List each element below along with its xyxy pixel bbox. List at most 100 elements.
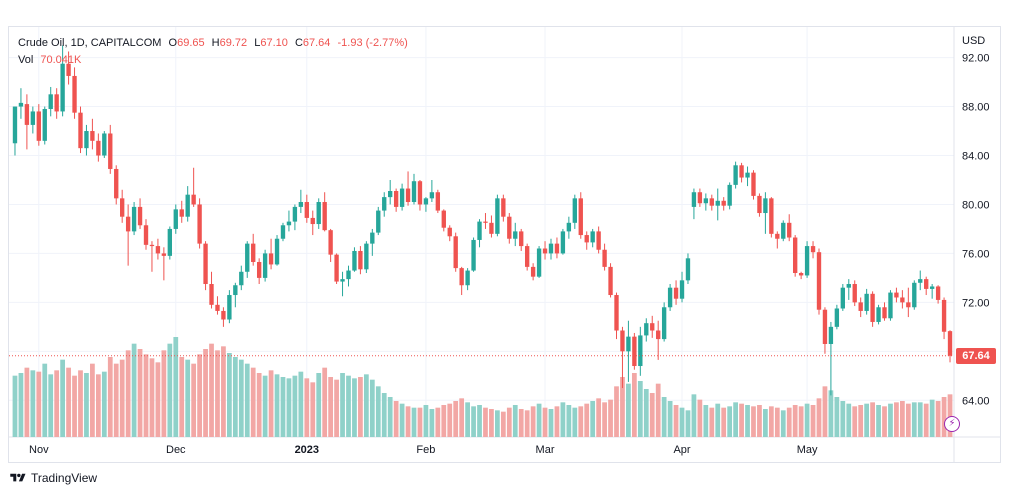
- volume-bar: [935, 401, 941, 437]
- volume-bar: [387, 397, 393, 437]
- candle-body: [858, 302, 863, 311]
- candle-body: [596, 231, 601, 250]
- volume-bar: [626, 383, 631, 437]
- candle-body: [483, 221, 488, 223]
- candle-body: [650, 323, 655, 331]
- volume-bar: [870, 402, 875, 437]
- candle-body: [12, 106, 18, 144]
- candle-body: [137, 206, 143, 226]
- candle-body: [209, 284, 214, 305]
- volume-bar: [292, 375, 298, 437]
- candle-body: [548, 243, 554, 254]
- volume-bar: [691, 394, 697, 437]
- candle-body: [310, 217, 315, 225]
- volume-bar: [888, 403, 893, 437]
- volume-bar: [780, 410, 786, 437]
- volume-bar: [244, 363, 250, 437]
- volume-bar: [453, 401, 459, 437]
- candle-body: [268, 253, 274, 265]
- tradingview-brand[interactable]: TradingView: [10, 471, 97, 485]
- volume-bar: [179, 357, 185, 437]
- candle-body: [90, 131, 95, 141]
- volume-bar: [774, 407, 780, 437]
- candle-body: [816, 252, 822, 310]
- candle-body: [763, 198, 768, 214]
- volume-bar: [506, 407, 512, 437]
- candle-body: [679, 280, 685, 299]
- candle-body: [644, 323, 649, 336]
- candle-body: [239, 271, 244, 286]
- volume-bar: [518, 409, 524, 437]
- volume-bar: [298, 371, 304, 437]
- volume-bar: [417, 407, 423, 437]
- candle-body: [280, 225, 286, 239]
- high-label: H: [211, 37, 220, 49]
- candle-body: [554, 243, 560, 254]
- volume-bar: [352, 378, 357, 437]
- volume-bar: [42, 363, 48, 437]
- volume-bar: [905, 403, 911, 437]
- candle-body: [709, 198, 714, 206]
- candle-body: [459, 268, 464, 286]
- change-value: -1.93 (-2.77%): [337, 37, 408, 49]
- candle-body: [721, 200, 726, 206]
- candle-body: [54, 94, 59, 112]
- volume-bar: [137, 349, 143, 437]
- volume-bar: [882, 406, 887, 437]
- volume-bar: [227, 353, 232, 437]
- volume-bar: [107, 357, 113, 437]
- volume-bar: [602, 402, 607, 437]
- currency-label[interactable]: USD: [962, 35, 986, 47]
- volume-bar: [90, 363, 95, 437]
- volume-bar: [697, 399, 703, 437]
- volume-bar: [256, 373, 262, 437]
- candle-body: [840, 287, 845, 309]
- volume-bar: [310, 382, 316, 437]
- candle-body: [72, 75, 77, 113]
- candle-body: [120, 198, 125, 217]
- candle-body: [221, 310, 226, 320]
- candle-body: [715, 200, 720, 206]
- x-tick-label: Dec: [166, 444, 186, 456]
- candle-body: [834, 308, 840, 327]
- candle-body: [876, 307, 881, 322]
- volume-bar: [262, 375, 268, 437]
- candle-body: [810, 246, 816, 253]
- candle-body: [48, 94, 53, 109]
- y-tick-label: 84.00: [962, 151, 990, 163]
- candle-body: [703, 198, 709, 204]
- candle-body: [352, 250, 357, 271]
- candle-body: [245, 243, 250, 272]
- candle-body: [661, 307, 667, 340]
- volume-bar: [929, 399, 935, 437]
- volume-bar: [876, 405, 881, 437]
- candle-body: [912, 282, 917, 308]
- candle-body: [125, 216, 131, 232]
- volume-label[interactable]: Vol: [18, 54, 34, 66]
- volume-bar: [316, 373, 322, 437]
- volume-bar: [739, 403, 744, 437]
- volume-bar: [381, 393, 387, 437]
- candle-body: [626, 336, 631, 352]
- volume-bar: [149, 358, 155, 437]
- candle-body: [697, 192, 703, 204]
- bolt-icon[interactable]: ⚡: [944, 416, 960, 432]
- volume-bar: [941, 397, 947, 437]
- candle-body: [566, 222, 572, 232]
- volume-bar: [268, 370, 274, 437]
- chart-frame: [8, 26, 1001, 463]
- candle-body: [334, 254, 339, 282]
- candle-body: [417, 181, 423, 205]
- candle-body: [322, 202, 327, 231]
- volume-bar: [340, 373, 345, 437]
- candle-body: [399, 188, 405, 207]
- volume-bar: [679, 407, 685, 437]
- candle-body: [96, 140, 101, 156]
- candle-body: [131, 206, 137, 232]
- volume-bar: [614, 386, 619, 437]
- candle-body: [536, 248, 542, 277]
- candle-body: [822, 309, 828, 344]
- y-tick-label: 64.00: [962, 395, 990, 407]
- symbol-label[interactable]: Crude Oil, 1D, CAPITALCOM: [18, 37, 162, 49]
